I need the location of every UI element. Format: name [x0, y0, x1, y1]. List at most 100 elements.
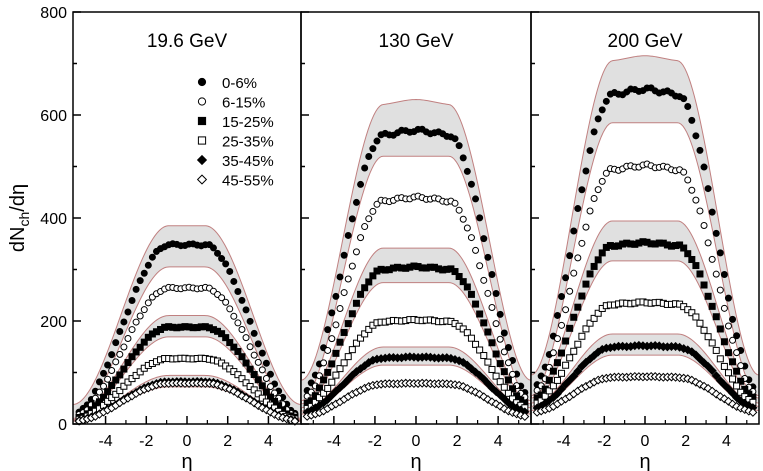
- band-upper-edge: [300, 99, 532, 381]
- data-point: [369, 145, 377, 153]
- data-point: [196, 154, 208, 166]
- data-point: [594, 309, 602, 317]
- data-point: [140, 338, 148, 346]
- data-point: [242, 359, 250, 367]
- data-point: [692, 262, 700, 270]
- data-point: [222, 334, 230, 342]
- band-upper-edge: [530, 220, 760, 399]
- data-point: [95, 378, 103, 386]
- data-point: [108, 366, 116, 374]
- data-point: [484, 358, 492, 366]
- data-point: [124, 334, 132, 342]
- data-point: [250, 329, 258, 337]
- data-point: [680, 168, 688, 176]
- x-tick-label: 0: [183, 433, 192, 450]
- data-point: [574, 254, 582, 262]
- data-point: [343, 375, 353, 385]
- data-point: [684, 250, 692, 258]
- data-point: [124, 359, 132, 367]
- data-point: [459, 215, 467, 223]
- data-point: [496, 310, 504, 318]
- data-point: [598, 106, 606, 114]
- data-point: [459, 325, 467, 333]
- x-tick-label: 4: [722, 433, 731, 450]
- data-point: [324, 346, 332, 354]
- data-point: [365, 325, 373, 333]
- data-point: [373, 137, 381, 145]
- data-point: [500, 329, 508, 337]
- data-point: [467, 290, 475, 298]
- data-point: [124, 308, 132, 316]
- data-point: [348, 215, 356, 223]
- data-point: [566, 324, 574, 332]
- data-point: [729, 375, 737, 383]
- data-point: [320, 359, 328, 367]
- data-point: [229, 386, 239, 396]
- data-point: [729, 336, 737, 344]
- data-point: [100, 382, 108, 390]
- data-point: [692, 196, 700, 204]
- data-point: [112, 376, 120, 384]
- data-point: [336, 338, 344, 346]
- data-point: [570, 347, 578, 355]
- data-point: [496, 378, 504, 386]
- data-point: [463, 283, 471, 291]
- data-point: [463, 329, 471, 337]
- data-point: [116, 371, 124, 379]
- data-point: [707, 366, 717, 376]
- data-point: [724, 322, 732, 330]
- data-point: [266, 370, 274, 378]
- data-point: [218, 294, 226, 302]
- data-point: [373, 200, 381, 208]
- x-tick-label: 0: [412, 433, 421, 450]
- data-point: [112, 358, 120, 366]
- data-point: [724, 294, 732, 302]
- data-point: [504, 376, 512, 384]
- data-point: [704, 333, 712, 341]
- data-point: [553, 335, 561, 343]
- data-point: [692, 132, 700, 140]
- series-6: [302, 378, 530, 422]
- data-point: [290, 416, 300, 426]
- data-point: [95, 398, 103, 406]
- data-point: [492, 289, 500, 297]
- data-point: [369, 272, 377, 280]
- data-point: [262, 359, 270, 367]
- data-point: [352, 339, 360, 347]
- data-point: [566, 252, 574, 260]
- data-point: [344, 320, 352, 328]
- data-point: [480, 276, 488, 284]
- data-point: [480, 319, 488, 327]
- data-point: [369, 207, 377, 215]
- data-point: [687, 375, 697, 385]
- data-point: [696, 146, 704, 154]
- data-point: [365, 215, 373, 223]
- data-point: [365, 152, 373, 160]
- data-point: [566, 287, 574, 295]
- data-point: [271, 397, 279, 405]
- data-point: [692, 313, 700, 321]
- data-point: [688, 309, 696, 317]
- data-point: [688, 186, 696, 194]
- data-point: [680, 244, 688, 252]
- legend-label: 25-35%: [222, 134, 274, 151]
- legend-label: 45-55%: [222, 173, 274, 190]
- data-point: [254, 358, 262, 366]
- chart-panel-2: -4 -2 0 2 4 η 130 GeV: [300, 11, 532, 471]
- data-point: [332, 371, 340, 379]
- data-point: [562, 337, 570, 345]
- series-4: [533, 298, 757, 407]
- data-point: [484, 253, 492, 261]
- data-point: [222, 298, 230, 306]
- y-tick-label: 600: [40, 108, 67, 125]
- data-point: [467, 334, 475, 342]
- data-point: [598, 177, 606, 185]
- data-point: [484, 289, 492, 297]
- data-point: [520, 411, 530, 422]
- series-6: [74, 378, 300, 426]
- data-point: [712, 346, 720, 354]
- data-point: [120, 343, 128, 351]
- data-point: [246, 343, 254, 351]
- y-tick-label: 800: [40, 5, 67, 22]
- data-point: [737, 388, 745, 396]
